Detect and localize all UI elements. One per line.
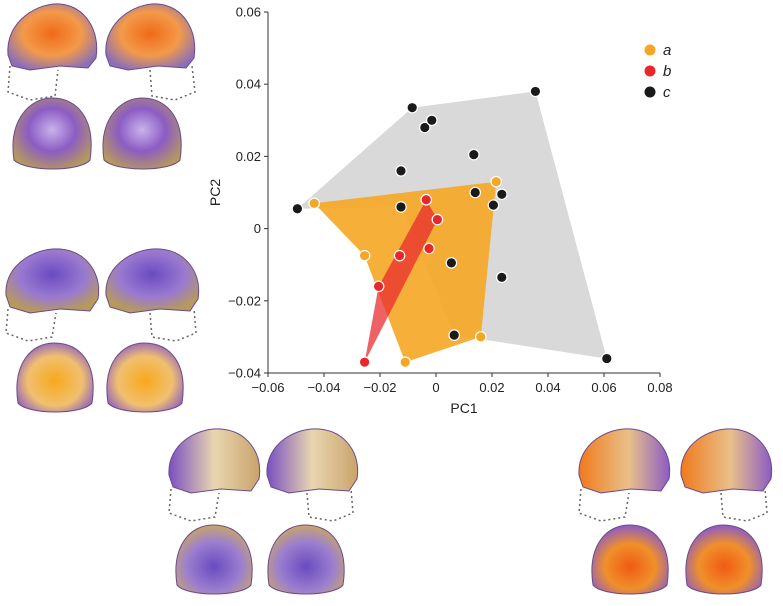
jaw-outline: [306, 488, 354, 522]
skull-lateral-view: [5, 248, 100, 314]
point-c: [395, 201, 407, 213]
skull-panel-top-left: [7, 3, 196, 170]
y-tick-label: 0: [254, 221, 261, 236]
jaw-outline: [578, 488, 630, 522]
skull-frontal-view: [175, 524, 253, 595]
skull-lateral-view: [7, 3, 98, 71]
x-tick-label: −0.06: [252, 380, 285, 395]
point-c: [487, 199, 500, 211]
legend: abc: [644, 42, 671, 101]
point-c: [425, 114, 438, 127]
point-b: [393, 249, 406, 262]
skull-frontal-view: [267, 524, 345, 595]
point-b: [358, 356, 371, 368]
x-tick-label: 0.02: [479, 380, 504, 395]
point-c: [418, 121, 431, 134]
x-axis-label: PC1: [450, 400, 477, 416]
skull-lateral-view: [680, 428, 773, 494]
x-tick-label: 0.04: [535, 380, 560, 395]
skull-frontal-view: [106, 342, 184, 413]
jaw-outline: [5, 308, 57, 342]
hull-b: [364, 199, 438, 363]
x-tick-label: 0.06: [591, 380, 616, 395]
point-a: [490, 175, 502, 188]
y-axis-label: PC2: [207, 179, 223, 206]
data-points: [291, 85, 613, 368]
jaw-outline: [168, 488, 220, 522]
legend-marker-c: [644, 86, 656, 98]
point-b: [372, 280, 385, 293]
point-c: [469, 186, 481, 199]
legend-label-c: c: [663, 84, 671, 101]
y-tick-label: 0.04: [236, 77, 261, 92]
skull-panel-bottom-center: [168, 428, 359, 595]
skull-panel-bottom-right: [578, 428, 773, 595]
point-b: [423, 242, 435, 255]
skull-frontal-view: [685, 524, 763, 595]
jaw-outline: [720, 488, 768, 522]
point-b: [431, 213, 444, 226]
skull-frontal-view: [591, 524, 669, 595]
y-tick-label: 0.06: [236, 5, 261, 20]
skull-panel-middle-left: [5, 248, 200, 413]
point-c: [395, 165, 407, 177]
y-tick-label: −0.02: [228, 293, 261, 308]
point-a: [358, 249, 371, 262]
skull-frontal-view: [102, 97, 182, 170]
point-a: [399, 356, 411, 368]
legend-label-a: a: [663, 42, 671, 59]
point-c: [445, 257, 458, 269]
x-tick-label: −0.04: [308, 380, 341, 395]
point-a: [474, 331, 487, 343]
legend-marker-b: [644, 65, 656, 77]
x-tick-label: −0.02: [364, 380, 397, 395]
y-tick-label: −0.04: [228, 366, 261, 381]
point-c: [495, 188, 508, 201]
x-tick-label: 0: [432, 380, 439, 395]
point-c: [495, 271, 508, 284]
legend-marker-a: [644, 44, 656, 56]
point-a: [308, 197, 320, 210]
jaw-outline: [149, 308, 197, 342]
point-c: [529, 85, 542, 98]
legend-label-b: b: [663, 63, 671, 80]
point-c: [448, 329, 460, 341]
skull-frontal-view: [12, 97, 92, 170]
skull-lateral-view: [578, 428, 671, 494]
x-tick-label: 0.08: [647, 380, 672, 395]
skull-frontal-view: [16, 342, 94, 413]
point-b: [420, 193, 432, 206]
skull-lateral-view: [105, 3, 196, 71]
skull-lateral-view: [266, 428, 359, 494]
skull-lateral-view: [168, 428, 261, 494]
axes: −0.06 −0.04 −0.02 0 0.02 0.04 0.06 0.08−0.04−0.…: [228, 5, 673, 396]
y-tick-label: 0.02: [236, 149, 261, 164]
point-c: [291, 202, 304, 215]
point-c: [406, 101, 418, 114]
point-c: [600, 352, 613, 365]
point-c: [467, 148, 480, 161]
skull-lateral-view: [105, 248, 200, 314]
convex-hulls: [297, 91, 607, 363]
